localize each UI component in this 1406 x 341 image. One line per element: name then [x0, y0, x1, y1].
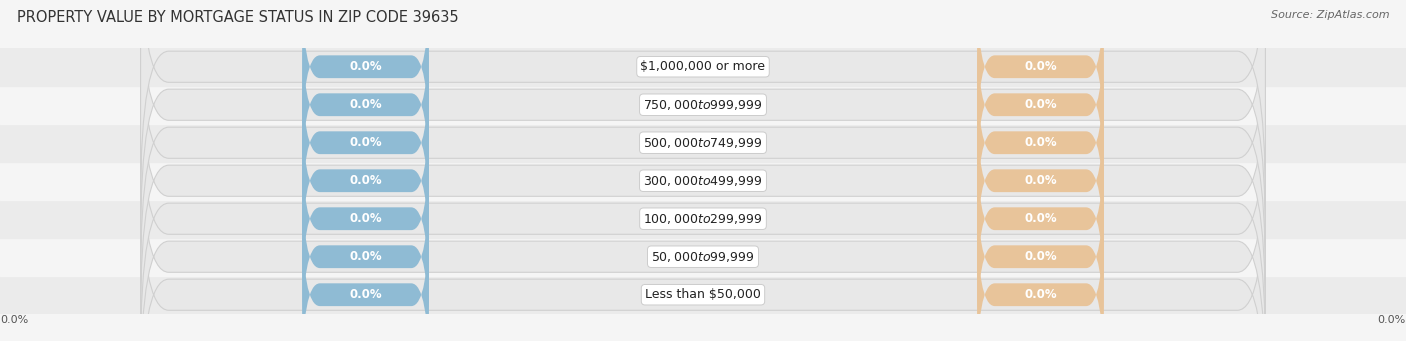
Text: $750,000 to $999,999: $750,000 to $999,999: [644, 98, 762, 112]
Bar: [0, 48, 1406, 86]
FancyBboxPatch shape: [977, 211, 1104, 341]
Text: Source: ZipAtlas.com: Source: ZipAtlas.com: [1271, 10, 1389, 20]
FancyBboxPatch shape: [141, 0, 1265, 241]
Text: $1,000,000 or more: $1,000,000 or more: [641, 60, 765, 73]
Bar: [0, 238, 1406, 276]
Text: 0.0%: 0.0%: [1024, 288, 1057, 301]
Text: PROPERTY VALUE BY MORTGAGE STATUS IN ZIP CODE 39635: PROPERTY VALUE BY MORTGAGE STATUS IN ZIP…: [17, 10, 458, 25]
FancyBboxPatch shape: [977, 0, 1104, 150]
FancyBboxPatch shape: [141, 158, 1265, 341]
FancyBboxPatch shape: [977, 59, 1104, 226]
Text: 0.0%: 0.0%: [1024, 250, 1057, 263]
Bar: [0, 276, 1406, 314]
FancyBboxPatch shape: [141, 44, 1265, 317]
Text: 0.0%: 0.0%: [349, 288, 382, 301]
FancyBboxPatch shape: [302, 97, 429, 264]
FancyBboxPatch shape: [977, 97, 1104, 264]
Bar: [0, 200, 1406, 238]
Text: 0.0%: 0.0%: [349, 212, 382, 225]
FancyBboxPatch shape: [302, 0, 429, 150]
FancyBboxPatch shape: [302, 21, 429, 188]
FancyBboxPatch shape: [977, 173, 1104, 340]
FancyBboxPatch shape: [141, 0, 1265, 203]
Bar: [0, 124, 1406, 162]
Text: $100,000 to $299,999: $100,000 to $299,999: [644, 212, 762, 226]
Text: 0.0%: 0.0%: [349, 60, 382, 73]
Text: 0.0%: 0.0%: [1378, 315, 1406, 325]
Text: 0.0%: 0.0%: [1024, 98, 1057, 111]
Text: 0.0%: 0.0%: [349, 98, 382, 111]
FancyBboxPatch shape: [141, 82, 1265, 341]
FancyBboxPatch shape: [977, 21, 1104, 188]
Text: 0.0%: 0.0%: [1024, 174, 1057, 187]
Text: $300,000 to $499,999: $300,000 to $499,999: [644, 174, 762, 188]
Text: $500,000 to $749,999: $500,000 to $749,999: [644, 136, 762, 150]
Bar: [0, 162, 1406, 200]
FancyBboxPatch shape: [141, 120, 1265, 341]
FancyBboxPatch shape: [302, 211, 429, 341]
FancyBboxPatch shape: [141, 6, 1265, 279]
FancyBboxPatch shape: [302, 173, 429, 340]
Text: 0.0%: 0.0%: [349, 250, 382, 263]
Text: 0.0%: 0.0%: [349, 136, 382, 149]
Text: $50,000 to $99,999: $50,000 to $99,999: [651, 250, 755, 264]
Text: 0.0%: 0.0%: [1024, 136, 1057, 149]
Text: 0.0%: 0.0%: [1024, 212, 1057, 225]
Bar: [0, 86, 1406, 124]
FancyBboxPatch shape: [977, 135, 1104, 302]
FancyBboxPatch shape: [302, 135, 429, 302]
FancyBboxPatch shape: [302, 59, 429, 226]
Text: 0.0%: 0.0%: [349, 174, 382, 187]
Text: 0.0%: 0.0%: [1024, 60, 1057, 73]
Text: 0.0%: 0.0%: [0, 315, 28, 325]
Text: Less than $50,000: Less than $50,000: [645, 288, 761, 301]
